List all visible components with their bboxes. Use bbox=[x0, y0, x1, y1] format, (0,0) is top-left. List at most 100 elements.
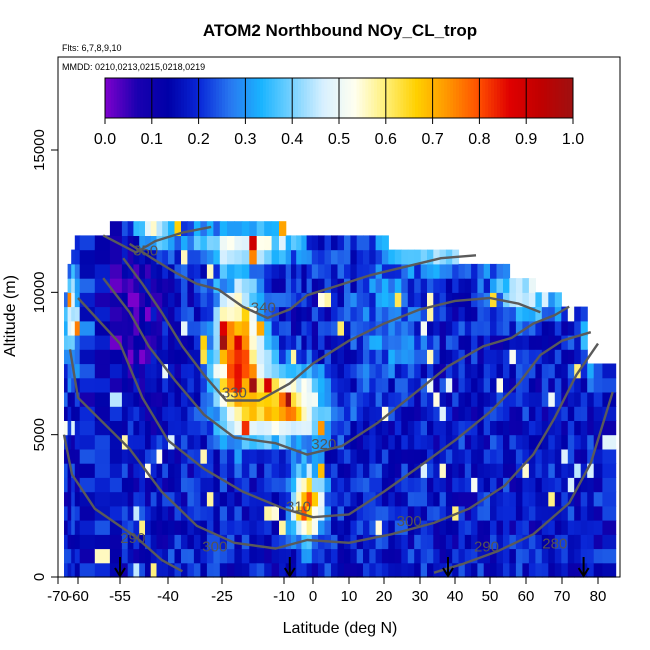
heatmap-cell bbox=[311, 505, 319, 521]
heatmap-cell bbox=[414, 392, 422, 407]
heatmap-cell bbox=[79, 263, 96, 279]
heatmap-cell bbox=[127, 505, 135, 521]
heatmap-cell bbox=[67, 349, 72, 365]
heatmap-cell bbox=[187, 520, 195, 535]
heatmap-cell bbox=[71, 548, 76, 564]
plot-frame bbox=[57, 56, 621, 578]
heatmap-cell bbox=[121, 306, 129, 322]
heatmap-cell bbox=[483, 505, 491, 521]
heatmap-cell bbox=[181, 463, 189, 478]
heatmap-cell bbox=[401, 477, 409, 493]
heatmap-cell bbox=[133, 363, 140, 379]
heatmap-cell bbox=[464, 463, 472, 478]
heatmap-cell bbox=[401, 349, 409, 365]
heatmap-cell bbox=[145, 463, 152, 478]
heatmap-cell bbox=[522, 520, 530, 535]
heatmap-cell bbox=[471, 377, 478, 393]
heatmap-cell bbox=[324, 505, 332, 521]
heatmap-cell bbox=[528, 491, 536, 507]
heatmap-cell bbox=[439, 520, 447, 535]
contour-340 bbox=[128, 242, 477, 320]
heatmap-cell bbox=[79, 278, 96, 293]
heatmap-cell bbox=[271, 292, 280, 308]
heatmap-cell bbox=[541, 349, 549, 365]
colorbar-segment bbox=[169, 78, 173, 118]
heatmap-cell bbox=[318, 448, 326, 464]
heatmap-cell bbox=[249, 235, 258, 251]
heatmap-cell bbox=[67, 463, 72, 478]
heatmap-cell bbox=[375, 448, 383, 464]
colorbar-segment bbox=[377, 78, 381, 118]
heatmap-cell bbox=[433, 548, 441, 564]
heatmap-cell bbox=[356, 249, 364, 265]
colorbar-segment bbox=[371, 78, 375, 118]
colorbar-segment bbox=[388, 78, 393, 118]
heatmap-cell bbox=[150, 491, 158, 507]
colorbar-segment bbox=[423, 78, 428, 118]
colorbar-segment bbox=[385, 78, 390, 118]
colorbar-segment bbox=[207, 78, 211, 118]
heatmap-cell bbox=[271, 249, 280, 265]
heatmap-cell bbox=[296, 448, 302, 464]
flight-arrows bbox=[114, 557, 590, 578]
colorbar-segment bbox=[119, 78, 124, 118]
heatmap-cell bbox=[133, 335, 140, 350]
heatmap-cell bbox=[219, 377, 228, 393]
heatmap-cell bbox=[350, 320, 358, 336]
colorbar-segment bbox=[195, 78, 200, 118]
heatmap-cell bbox=[452, 448, 460, 464]
heatmap-cell bbox=[234, 249, 243, 265]
colorbar-segment bbox=[379, 78, 384, 118]
heatmap-cell bbox=[496, 548, 504, 564]
heatmap-cell bbox=[181, 420, 189, 436]
heatmap-cell bbox=[301, 377, 308, 393]
heatmap-cell bbox=[458, 477, 466, 493]
heatmap-cell bbox=[168, 235, 176, 251]
heatmap-cell bbox=[311, 263, 319, 279]
heatmap-cell bbox=[458, 306, 466, 322]
heatmap-cell bbox=[301, 420, 308, 436]
heatmap-cell bbox=[133, 235, 140, 251]
heatmap-cell bbox=[535, 320, 543, 336]
heatmap-cell bbox=[301, 562, 308, 578]
heatmap-cell bbox=[427, 505, 434, 521]
heatmap-cell bbox=[139, 463, 146, 478]
heatmap-cell bbox=[509, 562, 517, 578]
heatmap-cell bbox=[234, 548, 243, 564]
heatmap-cell bbox=[503, 448, 511, 464]
heatmap-cell bbox=[471, 520, 478, 535]
heatmap-cell bbox=[369, 363, 377, 379]
heatmap-cell bbox=[79, 320, 96, 336]
heatmap-cell bbox=[602, 420, 617, 436]
heatmap-cell bbox=[94, 292, 111, 308]
heatmap-cell bbox=[249, 548, 258, 564]
contour-label: 330 bbox=[222, 385, 247, 402]
heatmap-cell bbox=[306, 392, 313, 407]
heatmap-cell bbox=[301, 278, 308, 293]
heatmap-cell bbox=[256, 406, 265, 421]
heatmap-cell bbox=[503, 434, 511, 450]
colorbar-segment bbox=[236, 78, 241, 118]
heatmap-cell bbox=[156, 335, 163, 350]
heatmap-cell bbox=[162, 306, 169, 322]
heatmap-cell bbox=[344, 562, 351, 578]
heatmap-cell bbox=[306, 434, 313, 450]
heatmap-cell bbox=[67, 491, 72, 507]
heatmap-cell bbox=[548, 320, 556, 336]
heatmap-cell bbox=[324, 335, 332, 350]
heatmap-cell bbox=[496, 406, 504, 421]
heatmap-cell bbox=[344, 392, 351, 407]
heatmap-cell bbox=[285, 534, 292, 550]
heatmap-cells bbox=[64, 221, 617, 578]
heatmap-cell bbox=[187, 292, 195, 308]
heatmap-cell bbox=[548, 534, 556, 550]
heatmap-cell bbox=[445, 335, 453, 350]
heatmap-cell bbox=[94, 534, 111, 550]
heatmap-cell bbox=[200, 392, 208, 407]
heatmap-cell bbox=[337, 520, 345, 535]
heatmap-cell bbox=[162, 292, 169, 308]
heatmap-cell bbox=[296, 562, 302, 578]
heatmap-cell bbox=[206, 249, 214, 265]
heatmap-cell bbox=[279, 562, 287, 578]
heatmap-cell bbox=[150, 306, 158, 322]
